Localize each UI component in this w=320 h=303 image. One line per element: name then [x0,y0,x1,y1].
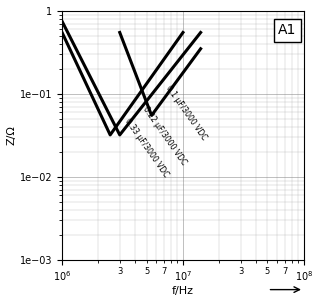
Y-axis label: Z/Ω: Z/Ω [7,125,17,145]
X-axis label: f/Hz: f/Hz [172,286,194,296]
Text: 0.1 μF/3000 VDC: 0.1 μF/3000 VDC [164,84,209,142]
Text: 0.22 μF/3000 VDC: 0.22 μF/3000 VDC [141,105,188,167]
Text: 0.33 μF/3000 VDC: 0.33 μF/3000 VDC [123,117,170,179]
Text: A1: A1 [278,23,297,37]
